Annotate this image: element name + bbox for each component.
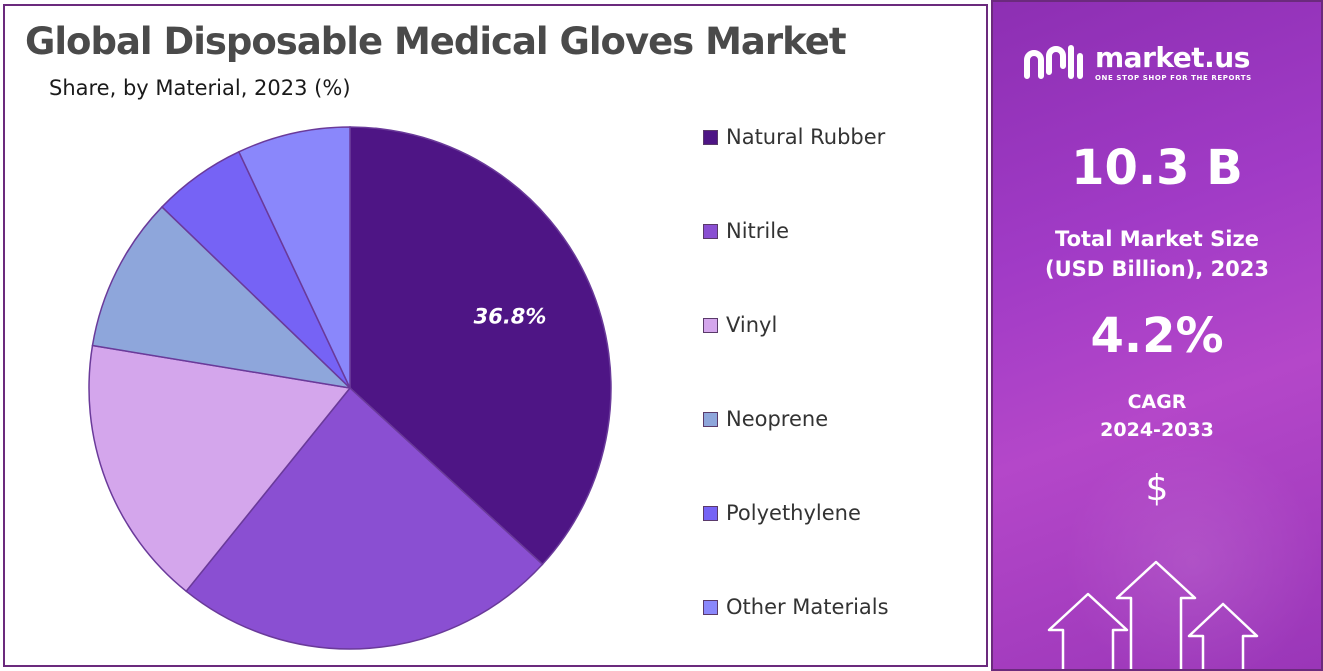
- dollar-icon: $: [1145, 468, 1169, 509]
- pie-slice-vinyl: [88, 344, 352, 593]
- legend-swatch: [703, 129, 718, 145]
- cagr-label: CAGR 2024-2033: [993, 388, 1321, 444]
- legend-label: Vinyl: [726, 313, 778, 337]
- cagr-label-line1: CAGR: [1127, 391, 1187, 413]
- growth-arrows-icon: [1047, 560, 1259, 669]
- market-size-value: 10.3 B: [1071, 140, 1243, 196]
- legend-item-nitrile: Nitrile: [703, 216, 789, 246]
- market-us-logo-icon: [1024, 45, 1083, 79]
- legend-swatch: [703, 317, 718, 333]
- legend-item-polyethylene: Polyethylene: [703, 498, 861, 528]
- data-label: 36.8%: [474, 305, 547, 329]
- legend-item-other-materials: Other Materials: [703, 592, 889, 622]
- chart-subtitle: Share, by Material, 2023 (%): [49, 76, 351, 100]
- legend-swatch: [703, 505, 718, 521]
- chart-panel: Global Disposable Medical Gloves Market …: [3, 4, 988, 667]
- market-summary-panel: market.us ONE STOP SHOP FOR THE REPORTS …: [991, 0, 1323, 671]
- pie-slice-nitrile: [185, 386, 544, 650]
- legend-label: Neoprene: [726, 407, 829, 431]
- brand-name: market.us: [1095, 40, 1250, 74]
- legend-label: Other Materials: [726, 595, 889, 619]
- legend-item-neoprene: Neoprene: [703, 404, 828, 434]
- legend-swatch: [703, 411, 718, 427]
- legend-label: Nitrile: [726, 219, 789, 243]
- pie-slice-other-materials: [237, 126, 351, 389]
- legend-swatch: [703, 223, 718, 239]
- cagr-label-line2: 2024-2033: [1100, 419, 1214, 441]
- market-size-label-line2: (USD Billion), 2023: [1044, 257, 1270, 281]
- legend-item-natural-rubber: Natural Rubber: [703, 122, 885, 152]
- pie-slice-neoprene: [91, 205, 353, 390]
- pie-chart: 36.8%: [88, 126, 612, 650]
- pie-slice-natural-rubber: [349, 126, 612, 566]
- brand: market.us ONE STOP SHOP FOR THE REPORTS: [1023, 42, 1252, 82]
- legend-label: Polyethylene: [726, 501, 861, 525]
- background-glow: [1063, 432, 1321, 669]
- brand-tagline: ONE STOP SHOP FOR THE REPORTS: [1095, 73, 1252, 82]
- market-size-label-line1: Total Market Size: [1055, 227, 1259, 251]
- legend-swatch: [703, 599, 718, 615]
- legend-item-vinyl: Vinyl: [703, 310, 777, 340]
- chart-title: Global Disposable Medical Gloves Market: [25, 20, 847, 63]
- market-size-label: Total Market Size (USD Billion), 2023: [993, 224, 1321, 284]
- cagr-value: 4.2%: [1090, 308, 1224, 364]
- legend-label: Natural Rubber: [726, 125, 886, 149]
